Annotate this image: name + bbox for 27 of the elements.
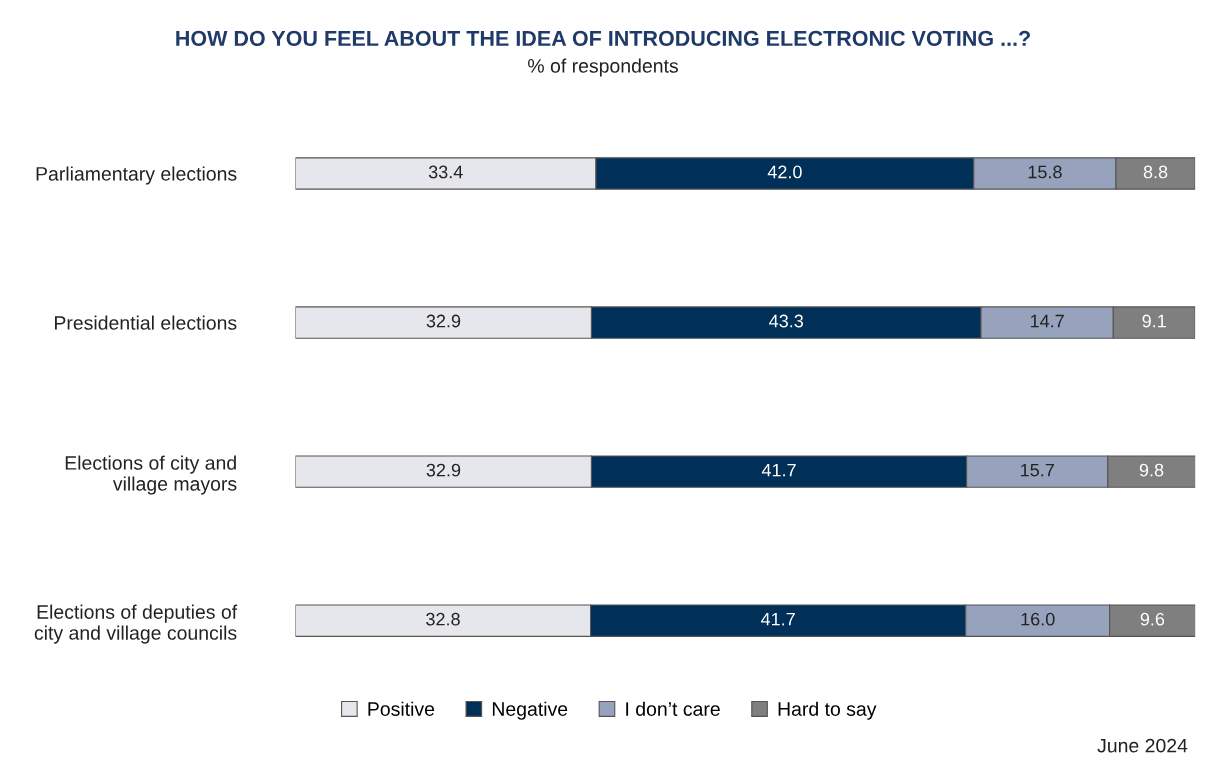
data-label: 41.7 [760, 612, 795, 626]
data-label: 16.0 [1021, 612, 1055, 626]
y-tick-label: Presidential elections [55, 315, 237, 330]
data-label: 42.0 [767, 165, 802, 179]
data-label: 9.6 [1140, 612, 1165, 626]
legend-label: I don’t care [626, 701, 720, 716]
data-label: 9.8 [1139, 463, 1164, 477]
data-label: 32.9 [426, 463, 461, 477]
data-label: 15.7 [1021, 463, 1054, 477]
legend-label: Positive [368, 701, 435, 716]
y-tick-label: Elections of deputies of city and village councils [34, 604, 238, 644]
text: June 2024 [1097, 738, 1188, 753]
y-tick-label: Parliamentary elections [36, 166, 237, 185]
data-label: 43.3 [769, 314, 804, 328]
data-label: 9.1 [1142, 314, 1166, 328]
chart-title: HOW DO YOU FEEL ABOUT THE IDEA OF INTRODUCING ELECTRONIC VOTING ...? [176, 30, 1030, 47]
data-label: 32.8 [426, 612, 460, 626]
legend-label: Hard to say [778, 701, 877, 720]
data-label: 8.8 [1143, 165, 1168, 179]
data-label: 15.8 [1028, 165, 1062, 179]
data-label: 33.4 [428, 165, 463, 179]
data-label: 41.7 [761, 463, 796, 477]
data-label: 32.9 [426, 314, 461, 328]
data-label: 14.7 [1030, 314, 1064, 328]
legend-label: Negative [492, 701, 568, 720]
chart-subtitle: % of respondents [528, 58, 678, 77]
y-tick-label: Elections of city and village mayors [65, 455, 237, 495]
